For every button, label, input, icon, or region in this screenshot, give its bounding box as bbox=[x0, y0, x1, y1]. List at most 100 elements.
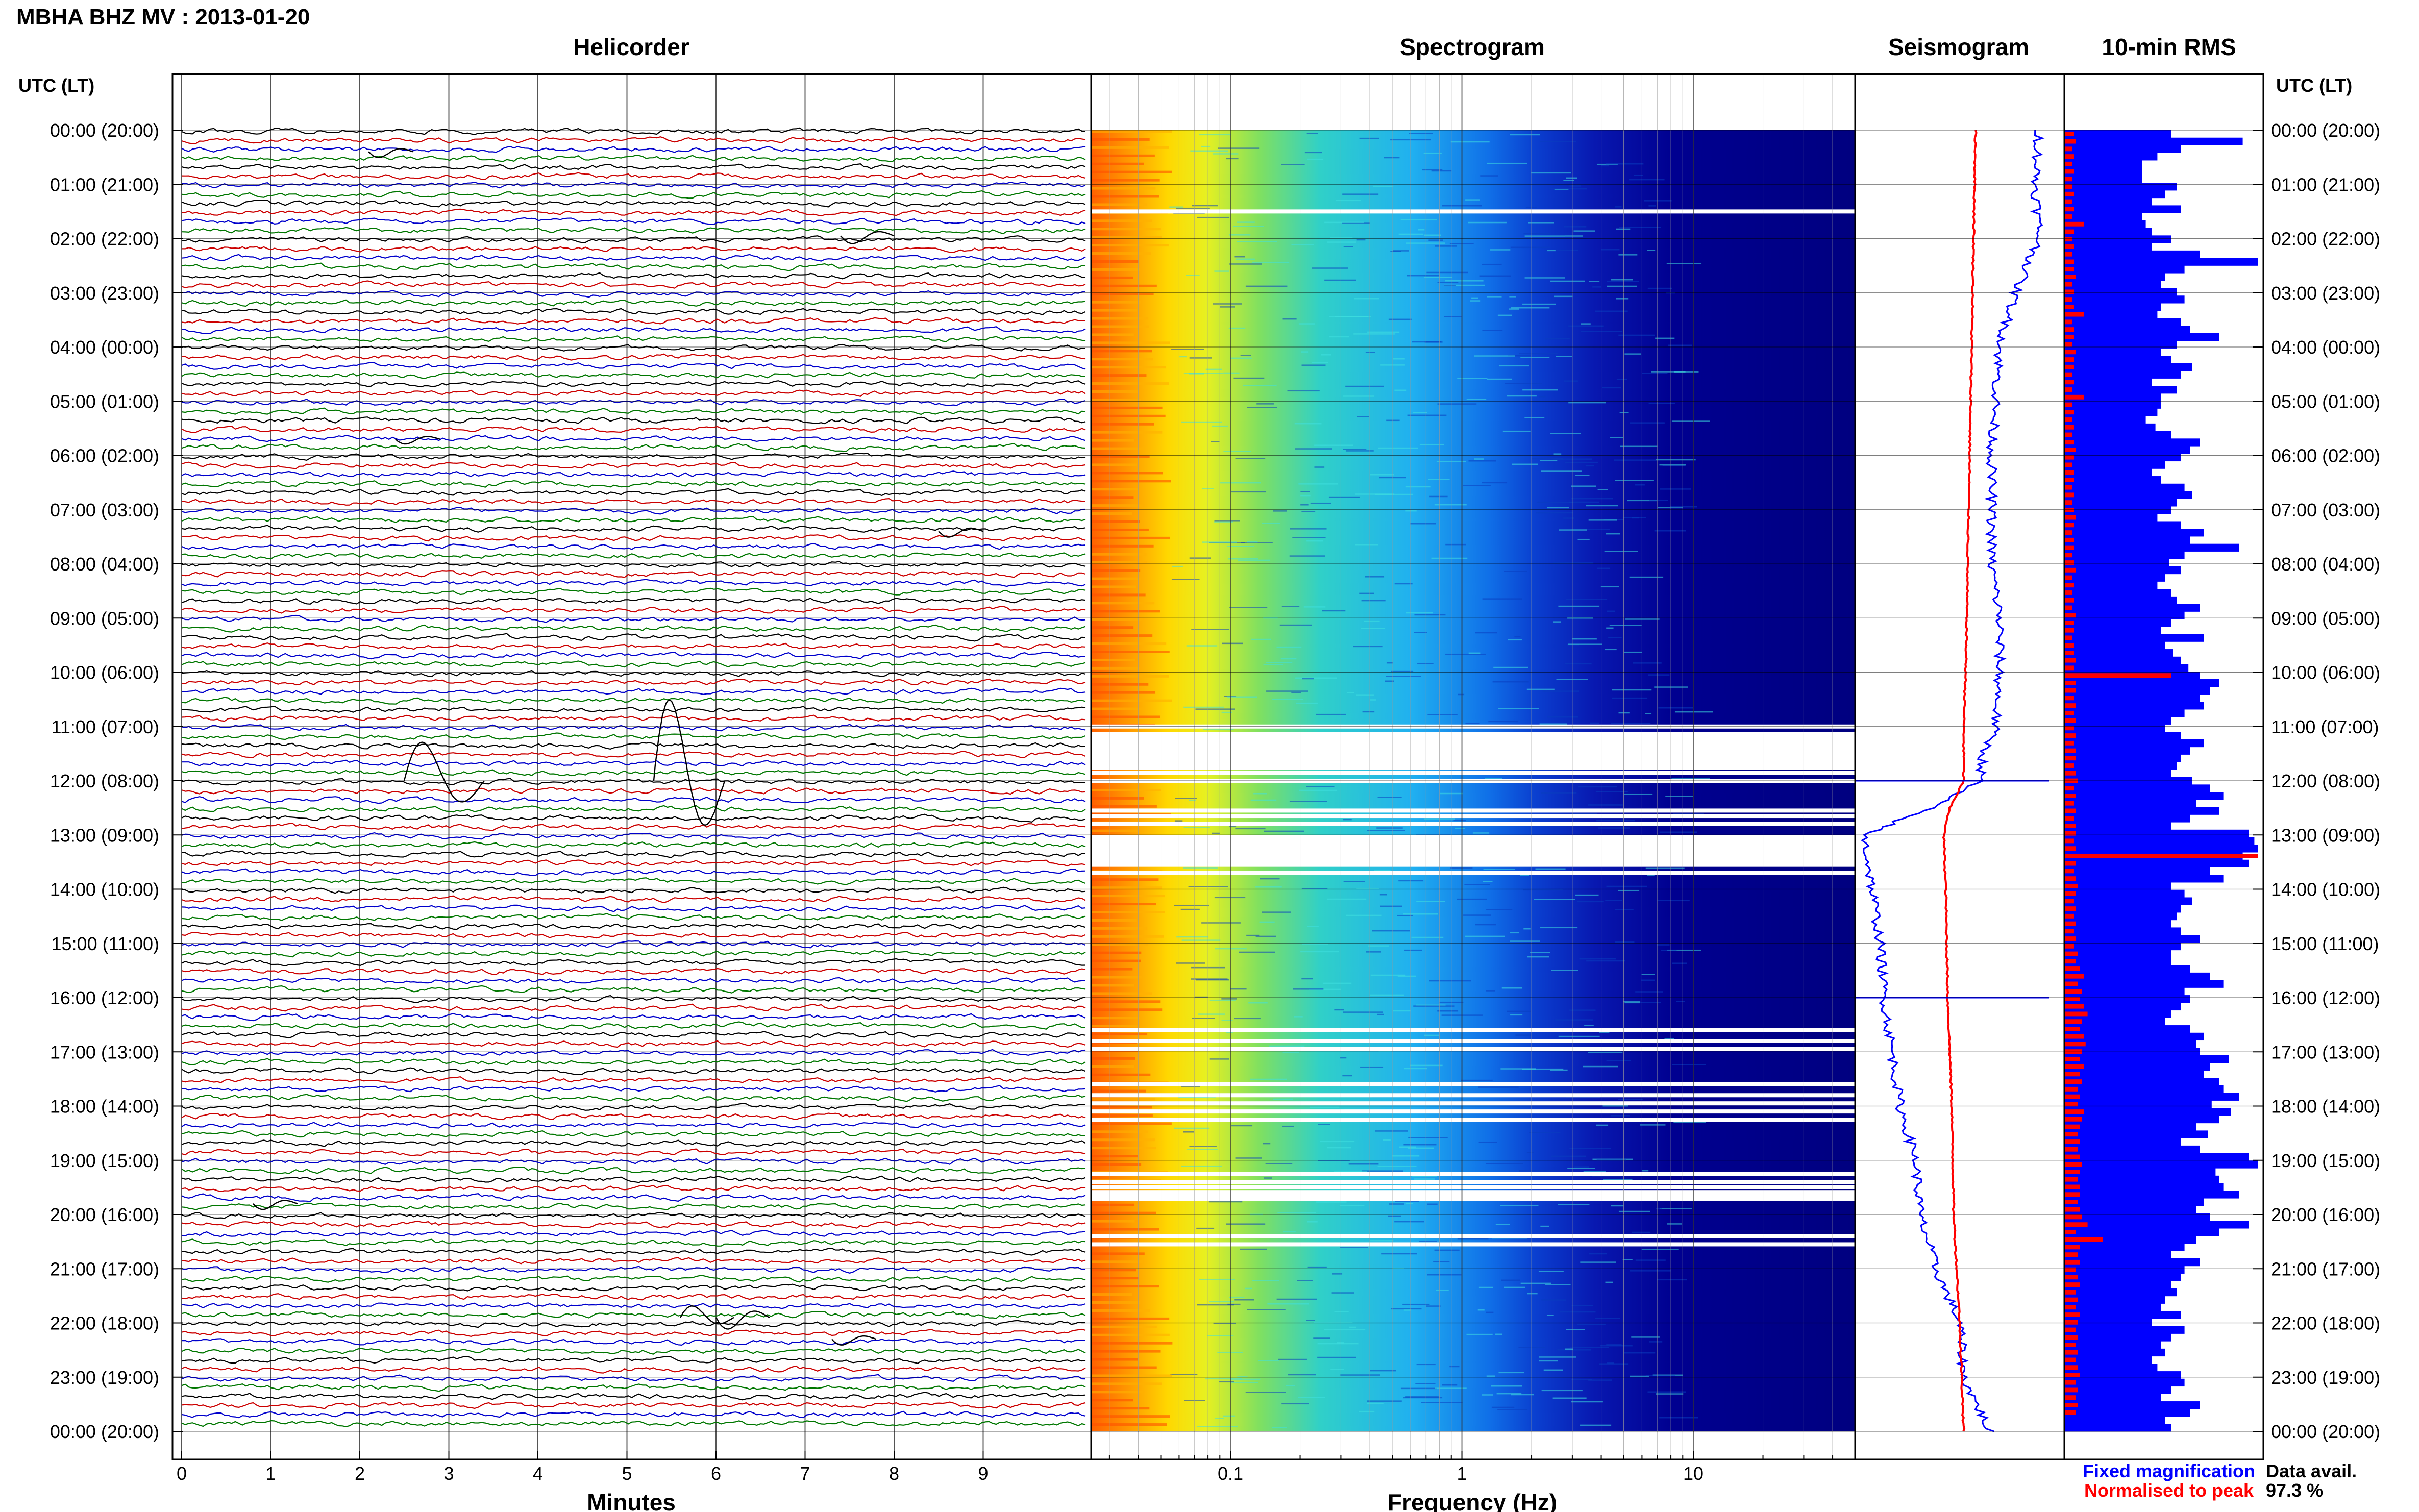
left-time-label: 00:00 (20:00) bbox=[50, 120, 159, 141]
rms-bar-normalised bbox=[2064, 883, 2078, 888]
spectrogram-speckle bbox=[1507, 1010, 1531, 1012]
helicorder-trace bbox=[181, 886, 1086, 894]
spectrogram-speckle bbox=[1585, 465, 1594, 467]
spectrogram-speckle bbox=[1526, 688, 1555, 690]
spectrogram-speckle bbox=[1265, 1163, 1293, 1164]
helicorder-event bbox=[253, 1200, 298, 1210]
rms-panel bbox=[2064, 130, 2258, 1432]
spectrogram-speckle bbox=[1607, 281, 1639, 282]
rms-bar-normalised bbox=[2064, 297, 2072, 302]
spectrogram-speckle bbox=[1356, 694, 1374, 696]
spectrogram-speckle bbox=[1592, 286, 1601, 288]
helicorder-trace bbox=[181, 1220, 1086, 1229]
rms-bar-normalised bbox=[2064, 1072, 2080, 1077]
helicorder-trace bbox=[181, 163, 1086, 171]
rms-bar-normalised bbox=[2064, 214, 2072, 219]
right-time-label: 17:00 (13:00) bbox=[2271, 1042, 2380, 1062]
spectrogram-speckle bbox=[1343, 881, 1366, 882]
helicorder-trace bbox=[181, 1167, 1086, 1175]
rms-bar-normalised bbox=[2064, 974, 2084, 979]
helicorder-trace bbox=[181, 380, 1086, 388]
helicorder-trace bbox=[181, 1311, 1086, 1319]
spectrogram-speckle bbox=[1390, 1308, 1422, 1310]
helicorder-trace bbox=[181, 317, 1086, 325]
spectrogram-speckle bbox=[1486, 990, 1495, 992]
spectrogram-speckle bbox=[1618, 1099, 1643, 1101]
spectrogram-speckle bbox=[1457, 1237, 1489, 1240]
legend-normalised-to-peak: Normalised to peak bbox=[2084, 1480, 2254, 1501]
spectrogram-speckle bbox=[1192, 1018, 1215, 1019]
spectrogram-speckle bbox=[1557, 1349, 1592, 1351]
helicorder-trace bbox=[181, 678, 1086, 686]
helicorder-trace bbox=[181, 516, 1086, 523]
spectrogram-speckle bbox=[1510, 134, 1540, 136]
spectrogram-speckle bbox=[1342, 222, 1370, 224]
spectrogram-speckle bbox=[1408, 1137, 1448, 1138]
rms-bar-normalised bbox=[2064, 244, 2074, 249]
spectrogram-speckle bbox=[1550, 280, 1585, 282]
spectrogram-speckle bbox=[1286, 1385, 1295, 1386]
spectrogram-speckle bbox=[1183, 706, 1224, 708]
rms-bar-fixed bbox=[2064, 536, 2190, 544]
spectrogram-speckle bbox=[1227, 546, 1255, 547]
helicorder-trace bbox=[181, 507, 1086, 515]
spectrogram-speckle bbox=[1434, 504, 1467, 506]
helicorder-trace bbox=[181, 614, 1086, 623]
spectrogram-speckle bbox=[1511, 1394, 1534, 1396]
spectrogram-speckle bbox=[1512, 463, 1538, 465]
spectrogram-speckle bbox=[1282, 1125, 1294, 1127]
spectrogram-speckle bbox=[1595, 310, 1628, 312]
spectrogram-speckle bbox=[1475, 924, 1496, 926]
spectrogram-speckle bbox=[1571, 813, 1597, 814]
spectrogram-speckle bbox=[1619, 412, 1629, 413]
rms-bar-fixed bbox=[2064, 160, 2142, 168]
spectrogram-band bbox=[1091, 992, 1152, 995]
rms-bar-fixed bbox=[2064, 905, 2181, 913]
helicorder-event bbox=[831, 1335, 877, 1346]
rms-bar-fixed bbox=[2064, 1153, 2249, 1161]
helicorder-trace bbox=[181, 579, 1086, 587]
rms-bar-fixed bbox=[2064, 980, 2224, 988]
spectrogram-speckle bbox=[1174, 1127, 1210, 1129]
spectrogram-band bbox=[1091, 626, 1134, 629]
spectrogram-gap bbox=[1091, 814, 1855, 819]
spectrogram-speckle bbox=[1229, 234, 1251, 236]
figure-title: MBHA BHZ MV : 2013-01-20 bbox=[16, 5, 310, 30]
spectrogram-band bbox=[1091, 341, 1170, 344]
helicorder-trace bbox=[181, 1067, 1086, 1075]
left-time-label: 15:00 (11:00) bbox=[52, 933, 159, 954]
spectrogram-speckle bbox=[1221, 998, 1237, 1000]
rms-bar-normalised bbox=[2064, 1387, 2078, 1393]
helicorder-trace bbox=[181, 552, 1086, 560]
helicorder-trace bbox=[181, 1175, 1086, 1183]
spectrogram-speckle bbox=[1624, 1002, 1640, 1004]
rms-bar-normalised bbox=[2064, 1124, 2080, 1129]
spectrogram-speckle bbox=[1571, 485, 1596, 487]
spectrogram-speckle bbox=[1330, 237, 1353, 239]
helicorder-trace bbox=[181, 208, 1086, 217]
spectrogram-speckle bbox=[1301, 364, 1326, 366]
spectrogram-speckle bbox=[1487, 296, 1502, 298]
rms-bar-fixed bbox=[2064, 1243, 2185, 1251]
spectrogram-speckle bbox=[1523, 889, 1563, 891]
helicorder-trace bbox=[181, 1238, 1086, 1247]
rms-bar-normalised bbox=[2064, 1200, 2078, 1204]
spectrogram-band bbox=[1091, 496, 1134, 499]
spectrogram-speckle bbox=[1559, 529, 1587, 531]
left-time-label: 20:00 (16:00) bbox=[50, 1204, 159, 1225]
rms-bar-normalised bbox=[2064, 816, 2074, 821]
spectrogram-speckle bbox=[1211, 441, 1220, 442]
spectrogram-speckle bbox=[1300, 491, 1310, 492]
spectrogram-speckle bbox=[1563, 180, 1574, 181]
rms-bar-normalised bbox=[2064, 643, 2074, 648]
helicorder-trace bbox=[181, 769, 1086, 777]
spectrogram-band bbox=[1091, 602, 1155, 605]
spectrogram-speckle bbox=[1482, 330, 1503, 331]
spectrogram-speckle bbox=[1218, 147, 1260, 149]
spectrogram-speckle bbox=[1356, 239, 1366, 241]
spectrogram-band bbox=[1091, 1008, 1163, 1011]
rms-bar-fixed bbox=[2064, 378, 2152, 386]
rms-bar-fixed bbox=[2064, 1062, 2210, 1071]
spectrogram-speckle bbox=[1318, 1160, 1350, 1161]
rms-bar-fixed bbox=[2064, 348, 2161, 356]
